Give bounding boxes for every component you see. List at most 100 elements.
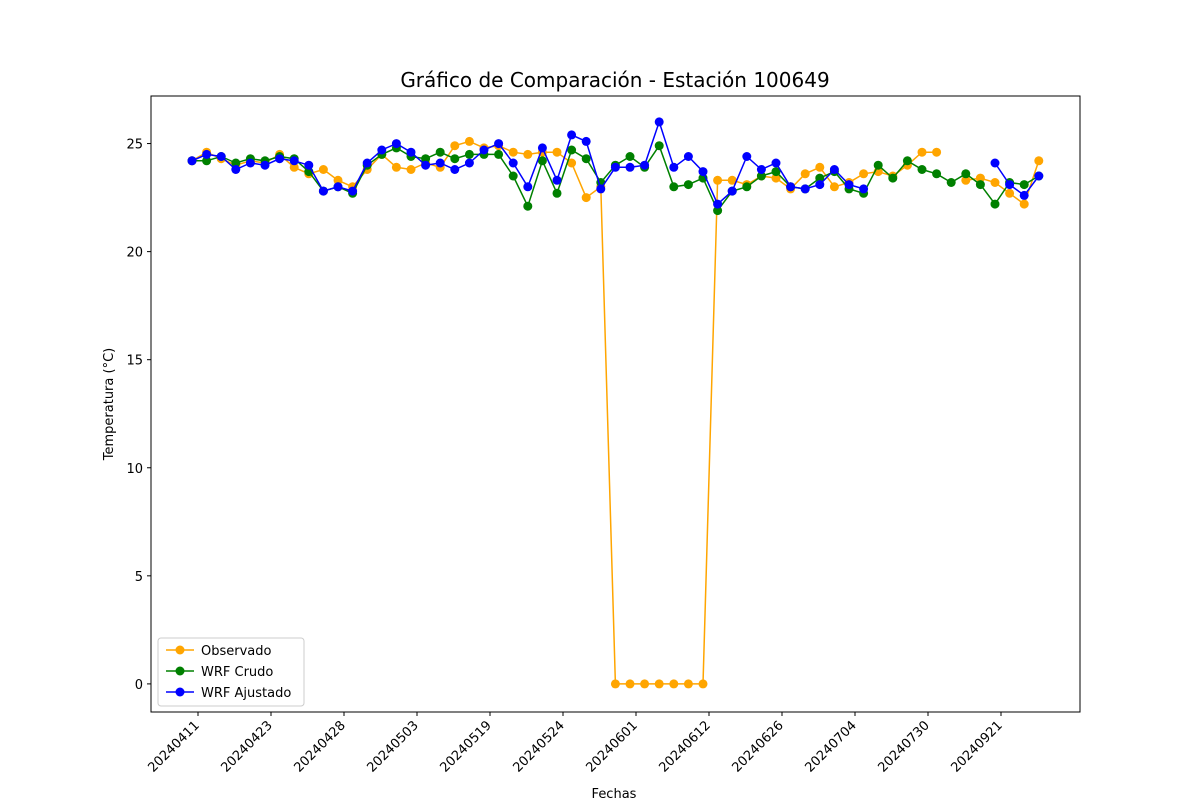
data-point — [713, 206, 723, 216]
data-point — [567, 130, 577, 140]
data-point — [362, 158, 372, 168]
data-point — [464, 136, 474, 146]
data-point — [508, 171, 518, 181]
data-point — [450, 165, 460, 174]
legend: Observado WRF Crudo WRF Ajustado — [157, 637, 305, 707]
data-point — [815, 173, 825, 183]
legend-marker — [175, 666, 185, 676]
data-point — [216, 152, 226, 161]
data-point — [640, 679, 650, 689]
data-point — [406, 147, 416, 157]
data-point — [406, 165, 416, 174]
data-point — [581, 136, 591, 146]
data-point — [742, 152, 752, 161]
data-point — [683, 180, 693, 190]
data-point — [625, 152, 635, 161]
data-point — [727, 186, 737, 196]
legend-label: WRF Ajustado — [201, 686, 291, 701]
data-point — [873, 160, 883, 170]
data-point — [1034, 156, 1044, 166]
data-point — [669, 182, 679, 192]
data-point — [231, 165, 241, 174]
data-point — [552, 175, 562, 185]
data-point — [537, 143, 547, 153]
data-point — [829, 165, 839, 174]
y-tick-label: 15 — [126, 354, 143, 369]
data-point — [1005, 188, 1015, 198]
data-point — [275, 154, 285, 164]
data-point — [888, 173, 898, 183]
data-point — [654, 117, 664, 127]
y-tick-label: 10 — [126, 462, 143, 477]
data-point — [756, 165, 766, 174]
data-point — [1005, 180, 1015, 190]
legend-marker — [175, 687, 185, 697]
data-point — [859, 184, 869, 194]
data-point — [625, 162, 635, 172]
series-layer — [187, 117, 1044, 689]
chart-title: Gráfico de Comparación - Estación 100649 — [400, 68, 829, 92]
data-point — [567, 158, 577, 168]
data-point — [333, 175, 343, 185]
data-point — [946, 178, 956, 187]
data-point — [581, 193, 591, 203]
data-point — [202, 156, 212, 166]
data-point — [829, 182, 839, 192]
data-point — [391, 162, 401, 172]
series-line — [994, 162, 1040, 197]
data-point — [537, 156, 547, 166]
data-point — [1019, 190, 1029, 200]
data-point — [771, 173, 781, 183]
y-tick-label: 5 — [135, 570, 143, 585]
data-point — [318, 165, 328, 174]
data-point — [187, 156, 197, 166]
data-point — [859, 169, 869, 179]
data-point — [508, 147, 518, 157]
data-point — [581, 154, 591, 164]
data-point — [1019, 199, 1029, 209]
data-point — [932, 169, 942, 179]
data-point — [786, 182, 796, 192]
data-point — [902, 156, 912, 166]
data-point — [610, 679, 620, 689]
data-point — [450, 154, 460, 164]
data-point — [377, 145, 387, 155]
legend-box — [157, 637, 305, 707]
data-point — [523, 201, 533, 211]
data-point — [1019, 180, 1029, 190]
data-point — [683, 679, 693, 689]
legend-item: WRF Crudo — [166, 665, 273, 680]
data-point — [391, 139, 401, 149]
data-point — [318, 186, 328, 196]
series-wrf-ajustado — [187, 117, 1044, 209]
data-point — [289, 156, 299, 166]
data-point — [815, 180, 825, 190]
y-axis: 0 5 10 15 20 25 — [126, 138, 151, 693]
data-point — [917, 147, 927, 157]
data-point — [771, 158, 781, 168]
plot-frame — [150, 95, 1081, 713]
data-point — [435, 158, 445, 168]
data-point — [756, 171, 766, 181]
legend-marker — [175, 645, 185, 655]
data-point — [494, 139, 504, 149]
data-point — [494, 149, 504, 159]
data-point — [669, 162, 679, 172]
legend-item: WRF Ajustado — [166, 686, 291, 701]
data-point — [289, 162, 299, 172]
data-point — [450, 141, 460, 151]
data-point — [727, 175, 737, 185]
data-point — [990, 158, 1000, 168]
data-point — [683, 152, 693, 161]
data-point — [640, 160, 650, 170]
data-point — [610, 162, 620, 172]
y-tick-label: 25 — [126, 138, 143, 153]
data-point — [917, 165, 927, 174]
data-point — [990, 199, 1000, 209]
y-axis-label: Temperatura (°C) — [102, 348, 117, 461]
data-point — [464, 149, 474, 159]
data-point — [567, 145, 577, 155]
data-point — [435, 147, 445, 157]
data-point — [304, 160, 314, 170]
